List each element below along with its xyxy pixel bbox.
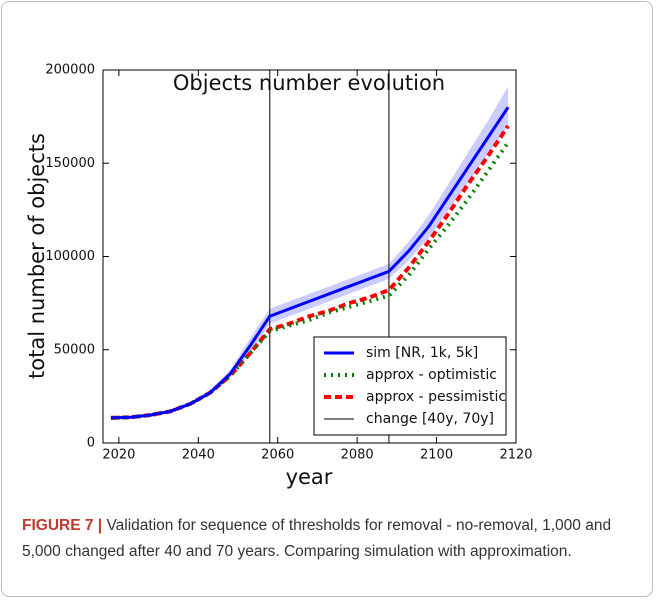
- x-tick-label: 2100: [420, 448, 453, 463]
- series-line: [110, 106, 510, 420]
- caption-label: FIGURE 7 |: [22, 517, 103, 534]
- y-tick-label: 150000: [45, 156, 95, 171]
- x-tick-label: 2120: [499, 448, 532, 463]
- y-tick-label: 100000: [45, 249, 95, 264]
- series-line: [110, 141, 510, 420]
- legend-label: approx - pessimistic: [366, 389, 506, 405]
- y-axis-label: total number of objects: [25, 133, 49, 379]
- caption-text: Validation for sequence of thresholds fo…: [22, 517, 612, 560]
- caption: FIGURE 7 | Validation for sequence of th…: [22, 513, 637, 565]
- chart: Objects number evolution year total numb…: [25, 63, 533, 490]
- x-tick-label: 2080: [341, 448, 374, 463]
- chart-title: Objects number evolution: [173, 71, 445, 95]
- legend-label: change [40y, 70y]: [366, 411, 494, 427]
- legend-label: approx - optimistic: [366, 367, 497, 383]
- y-tick-label: 50000: [54, 342, 95, 357]
- x-tick-label: 2060: [261, 448, 294, 463]
- legend-label: sim [NR, 1k, 5k]: [366, 345, 478, 361]
- x-tick-label: 2040: [182, 448, 215, 463]
- x-tick-label: 2020: [102, 448, 135, 463]
- y-tick-label: 200000: [45, 63, 95, 78]
- y-tick-label: 0: [87, 436, 95, 451]
- x-axis-label: year: [286, 465, 333, 489]
